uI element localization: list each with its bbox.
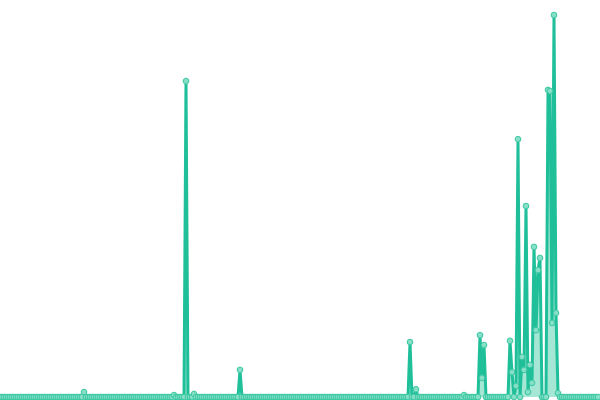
- data-point: [522, 202, 530, 210]
- data-points: [0, 11, 600, 400]
- data-point: [552, 309, 560, 317]
- data-point: [528, 379, 536, 387]
- data-point: [478, 374, 486, 382]
- data-point: [530, 243, 538, 251]
- data-point: [504, 393, 512, 400]
- data-point: [550, 11, 558, 19]
- data-point: [474, 393, 482, 400]
- data-point: [534, 266, 542, 274]
- data-point: [182, 77, 190, 85]
- data-point: [512, 382, 520, 390]
- data-point: [510, 393, 518, 400]
- data-point: [476, 331, 484, 339]
- data-point: [406, 338, 414, 346]
- data-point: [518, 353, 526, 361]
- data-point: [236, 366, 244, 374]
- data-point: [412, 386, 420, 393]
- data-point: [594, 393, 600, 400]
- data-point: [546, 87, 554, 95]
- data-point: [516, 393, 524, 400]
- data-point: [520, 366, 528, 374]
- series-area: [0, 15, 598, 397]
- data-point: [514, 135, 522, 143]
- data-point: [542, 393, 550, 400]
- data-point: [536, 254, 544, 262]
- data-point: [526, 361, 534, 369]
- data-point: [524, 388, 532, 396]
- data-point: [508, 368, 516, 376]
- data-point: [480, 341, 488, 349]
- data-point: [506, 337, 514, 345]
- data-point: [548, 319, 556, 327]
- data-point: [532, 326, 540, 334]
